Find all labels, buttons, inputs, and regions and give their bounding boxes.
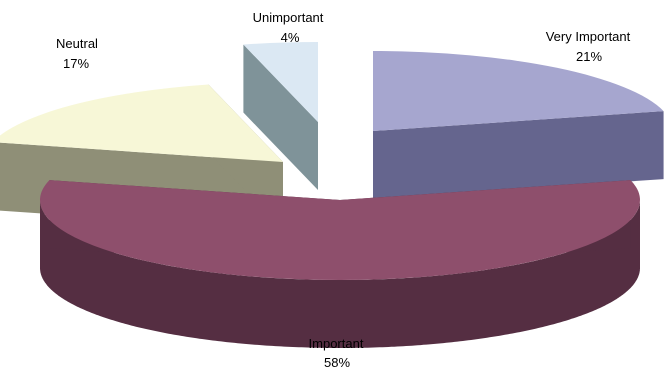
label-very-important-name: Very Important xyxy=(546,29,631,44)
slice-wall-unimportant xyxy=(243,44,318,190)
slice-side-important xyxy=(40,198,640,348)
slice-top-important xyxy=(39,180,640,280)
slice-top-neutral xyxy=(0,84,283,162)
pie-labels: Very Important 21% Important 58% Neutral… xyxy=(56,10,631,370)
label-important-name: Important xyxy=(309,336,364,351)
slice-very-important xyxy=(373,51,664,199)
slice-top-very-important xyxy=(373,51,664,131)
label-unimportant-name: Unimportant xyxy=(253,10,324,25)
slice-top-unimportant xyxy=(243,42,318,122)
slice-unimportant xyxy=(243,42,318,190)
label-unimportant-pct: 4% xyxy=(281,30,300,45)
label-neutral-name: Neutral xyxy=(56,36,98,51)
label-neutral-pct: 17% xyxy=(63,56,89,71)
label-very-important-pct: 21% xyxy=(576,49,602,64)
label-important-pct: 58% xyxy=(324,355,350,370)
slice-wall-very-important xyxy=(373,111,664,199)
pie-slices xyxy=(0,42,664,348)
slice-important xyxy=(39,180,640,348)
